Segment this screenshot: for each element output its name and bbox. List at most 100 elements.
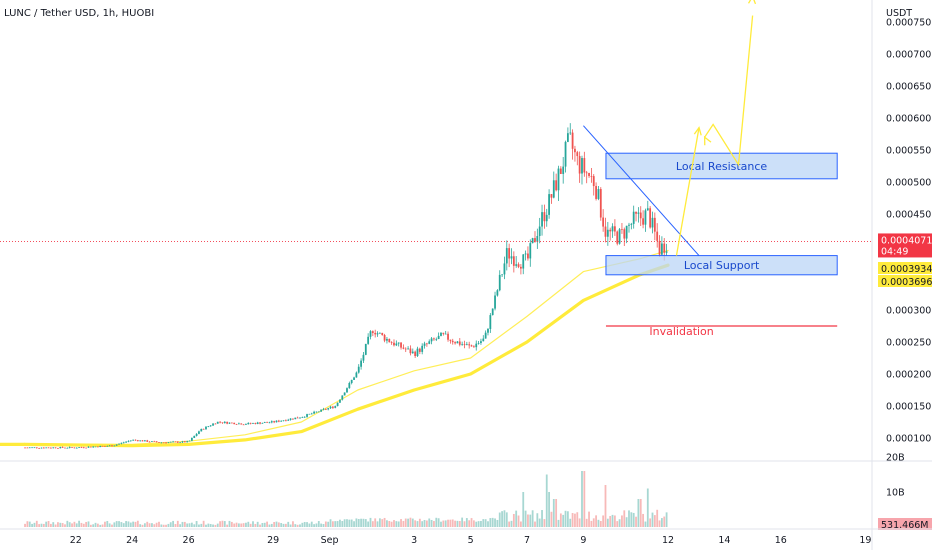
- volume-bar: [209, 523, 212, 527]
- volume-bar: [45, 521, 48, 527]
- candle-body: [256, 422, 259, 424]
- volume-bar: [637, 499, 640, 527]
- volume-bar: [118, 521, 120, 527]
- price-badge: [878, 262, 932, 274]
- volume-bar: [315, 523, 318, 527]
- candle-body: [433, 338, 435, 340]
- candle-body: [651, 217, 654, 228]
- volume-bar: [193, 524, 196, 527]
- volume-bar: [482, 519, 485, 527]
- candle-body: [378, 332, 381, 334]
- candle-body: [47, 447, 50, 449]
- candle-body: [571, 132, 574, 149]
- candle-body: [407, 348, 409, 350]
- volume-bar: [146, 521, 149, 527]
- local-resistance-zone[interactable]: [605, 152, 838, 180]
- volume-bar: [440, 521, 442, 527]
- volume-bar: [292, 521, 294, 527]
- candle-body: [226, 421, 229, 424]
- volume-bar: [198, 524, 200, 527]
- candle-body: [174, 441, 177, 443]
- volume-bar: [169, 522, 172, 527]
- price-badge: [878, 233, 932, 258]
- volume-bar: [294, 524, 297, 527]
- volume-bar: [357, 518, 360, 527]
- volume-bar: [301, 522, 304, 527]
- volume-bar: [200, 523, 203, 527]
- candle-body: [31, 447, 33, 449]
- candle-body: [202, 428, 205, 430]
- volume-bar: [284, 523, 287, 527]
- candle-body: [527, 253, 529, 259]
- candle-body: [496, 290, 499, 296]
- volume-bar: [282, 523, 285, 527]
- volume-bar: [487, 521, 489, 527]
- invalidation-label: Invalidation: [649, 325, 713, 338]
- price-badge: [878, 275, 932, 287]
- volume-bar: [378, 518, 381, 527]
- volume-bar: [233, 523, 236, 527]
- volume-bar: [409, 517, 412, 527]
- volume-bar: [52, 522, 55, 527]
- candle-body: [625, 225, 628, 239]
- volume-bar: [317, 521, 320, 527]
- candle-body: [456, 341, 459, 344]
- candle-body: [364, 343, 367, 355]
- candle-body: [195, 433, 198, 436]
- candle-body: [461, 344, 464, 345]
- candle-body: [430, 338, 433, 342]
- candle-body: [353, 377, 355, 380]
- volume-bar: [40, 523, 43, 527]
- projection-leg-1: [675, 127, 700, 256]
- volume-bar: [306, 522, 308, 527]
- candle-body: [108, 445, 111, 447]
- candle-body: [301, 417, 304, 418]
- volume-bar: [458, 521, 461, 527]
- volume-bar: [400, 519, 402, 527]
- candle-body: [261, 422, 264, 424]
- volume-bar: [564, 510, 567, 527]
- candle-body: [198, 431, 200, 434]
- volume-bar: [663, 516, 666, 527]
- volume-bar: [447, 519, 449, 527]
- volume-bar: [437, 518, 440, 527]
- volume-bar: [275, 521, 278, 527]
- volume-bar: [329, 519, 332, 527]
- volume-bar: [254, 523, 257, 527]
- candle-body: [463, 344, 466, 346]
- candle-body: [630, 223, 633, 225]
- local-support-zone[interactable]: [605, 255, 838, 276]
- candle-body: [470, 345, 473, 347]
- candle-body: [207, 426, 210, 427]
- candle-body: [324, 409, 327, 410]
- volume-bar: [108, 523, 111, 527]
- candle-body: [555, 180, 558, 191]
- candle-body: [162, 442, 165, 444]
- candle-body: [268, 422, 271, 424]
- candle-body: [348, 382, 351, 389]
- volume-bar: [99, 524, 102, 527]
- volume-bar: [350, 519, 353, 527]
- candle-body: [637, 212, 640, 214]
- candle-body: [501, 274, 503, 276]
- volume-bar: [651, 512, 654, 527]
- volume-bar: [574, 513, 576, 527]
- candle-body: [339, 399, 341, 403]
- volume-bar: [263, 522, 266, 527]
- candle-body: [249, 422, 252, 424]
- volume-tick: 20B: [886, 453, 905, 464]
- candle-body: [212, 423, 214, 426]
- volume-bar: [555, 499, 558, 527]
- candle-body: [346, 388, 348, 393]
- candle-body: [581, 158, 583, 174]
- volume-bar: [176, 520, 179, 527]
- candle-body: [153, 441, 156, 442]
- volume-bar: [296, 524, 299, 527]
- volume-bar: [461, 517, 464, 527]
- volume-bar: [190, 522, 193, 527]
- volume-bar: [423, 519, 426, 527]
- candle-body: [618, 229, 621, 244]
- candle-body: [205, 426, 207, 430]
- candlesticks: [24, 123, 668, 449]
